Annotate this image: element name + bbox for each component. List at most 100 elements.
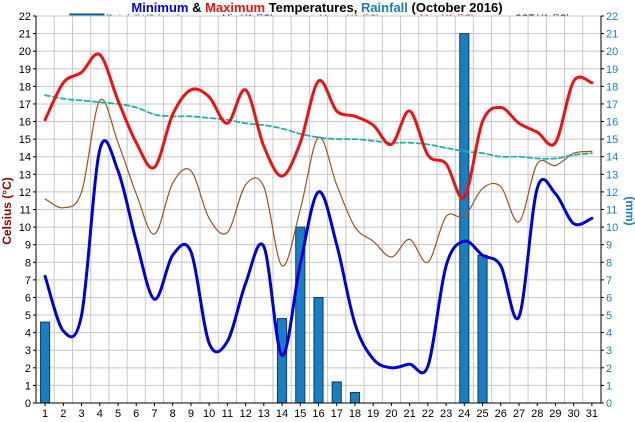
left-tick-label: 2 <box>25 363 31 375</box>
x-tick-label: 11 <box>222 408 233 420</box>
title-temperatures: Temperatures, <box>265 0 361 15</box>
left-tick-label: 12 <box>19 187 31 199</box>
rainfall-bar <box>276 318 288 404</box>
x-tick-label: 5 <box>115 408 121 420</box>
left-tick-label: 22 <box>19 11 31 23</box>
x-tick-label: 15 <box>294 408 306 420</box>
right-tick-label: 17 <box>606 99 618 111</box>
title-maximum: Maximum <box>205 0 265 15</box>
x-tick-label: 28 <box>531 408 543 420</box>
x-tick-label: 25 <box>476 408 488 420</box>
x-tick-label: 17 <box>331 408 343 420</box>
left-tick-label: 19 <box>19 64 31 76</box>
x-tick-label: 31 <box>586 408 598 420</box>
title-minimum: Minimum <box>131 0 188 15</box>
x-tick-label: 3 <box>79 408 85 420</box>
right-axis-label: (mm) <box>623 196 635 225</box>
left-tick-label: 1 <box>25 380 31 392</box>
x-tick-label: 24 <box>458 408 470 420</box>
right-tick-label: 12 <box>606 187 618 199</box>
left-tick-label: 13 <box>19 169 31 181</box>
rainfall-bars <box>40 33 488 404</box>
x-tick-label: 20 <box>385 408 397 420</box>
right-tick-label: 22 <box>606 11 618 23</box>
x-tick-label: 26 <box>495 408 507 420</box>
right-tick-label: 8 <box>606 257 612 269</box>
left-tick-label: 11 <box>20 205 31 217</box>
right-tick-label: 7 <box>606 275 612 287</box>
right-tick-label: 9 <box>606 240 612 252</box>
left-tick-label: 21 <box>19 29 31 41</box>
left-tick-label: 7 <box>25 275 31 287</box>
left-tick-label: 16 <box>19 117 31 129</box>
x-tick-label: 21 <box>404 408 416 420</box>
right-tick-label: 18 <box>606 81 618 93</box>
right-tick-label: 15 <box>606 134 618 146</box>
rainfall-bar <box>313 296 324 404</box>
right-tick-label: 19 <box>606 64 618 76</box>
rainfall-bar <box>477 254 488 404</box>
left-tick-label: 6 <box>25 292 31 304</box>
x-tick-label: 2 <box>60 408 66 420</box>
x-tick-label: 22 <box>422 408 434 420</box>
x-tick-label: 16 <box>312 408 324 420</box>
left-tick-label: 17 <box>19 99 31 111</box>
x-tick-label: 13 <box>258 408 270 420</box>
max-temp-line <box>43 52 594 200</box>
left-axis-label: Celsius (°C) <box>0 177 14 244</box>
x-tick-label: 19 <box>367 408 379 420</box>
right-tick-label: 11 <box>606 205 617 217</box>
x-tick-label: 30 <box>568 408 580 420</box>
x-tick-label: 7 <box>151 408 157 420</box>
right-tick-label: 20 <box>606 46 618 58</box>
rainfall-bar <box>40 321 51 404</box>
title-and: & <box>188 0 205 15</box>
right-tick-label: 1 <box>606 380 612 392</box>
right-tick-label: 2 <box>606 363 612 375</box>
left-tick-label: 14 <box>19 152 31 164</box>
left-tick-label: 3 <box>25 345 31 357</box>
right-tick-label: 10 <box>606 222 618 234</box>
right-tick-label: 5 <box>606 310 612 322</box>
chart-title: Minimum & Maximum Temperatures, Rainfall… <box>131 0 502 15</box>
x-tick-label: 4 <box>97 408 103 420</box>
rainfall-bar <box>459 33 470 404</box>
x-tick-label: 10 <box>203 408 215 420</box>
title-period: (October 2016) <box>408 0 503 15</box>
temperature-lines <box>43 52 594 375</box>
x-tick-label: 12 <box>239 408 251 420</box>
rainfall-bar <box>349 391 361 404</box>
x-tick-label: 23 <box>440 408 452 420</box>
left-tick-label: 10 <box>19 222 31 234</box>
left-tick-label: 5 <box>25 310 31 322</box>
right-tick-label: 21 <box>606 29 618 41</box>
x-tick-label: 1 <box>42 408 48 420</box>
x-tick-label: 9 <box>188 408 194 420</box>
left-tick-label: 18 <box>19 81 31 93</box>
right-tick-label: 4 <box>606 328 612 340</box>
x-tick-label: 29 <box>549 408 561 420</box>
right-tick-label: 0 <box>606 398 612 410</box>
x-tick-label: 27 <box>513 408 525 420</box>
right-tick-label: 3 <box>606 345 612 357</box>
left-tick-label: 20 <box>19 46 31 58</box>
min-temp-line <box>43 139 594 375</box>
sst-line <box>44 94 593 160</box>
left-tick-label: 4 <box>25 328 31 340</box>
right-tick-label: 6 <box>606 292 612 304</box>
left-tick-label: 9 <box>25 240 31 252</box>
right-tick-label: 13 <box>606 169 618 181</box>
right-tick-label: 14 <box>606 152 618 164</box>
x-tick-label: 18 <box>349 408 361 420</box>
rainfall-bar <box>331 381 342 404</box>
left-tick-label: 0 <box>25 398 31 410</box>
x-tick-label: 8 <box>170 408 176 420</box>
x-tick-label: 6 <box>133 408 139 420</box>
mean-temp-line <box>44 98 593 267</box>
left-tick-label: 8 <box>25 257 31 269</box>
x-tick-label: 14 <box>276 408 288 420</box>
left-tick-label: 15 <box>19 134 31 146</box>
right-tick-label: 16 <box>606 117 618 129</box>
